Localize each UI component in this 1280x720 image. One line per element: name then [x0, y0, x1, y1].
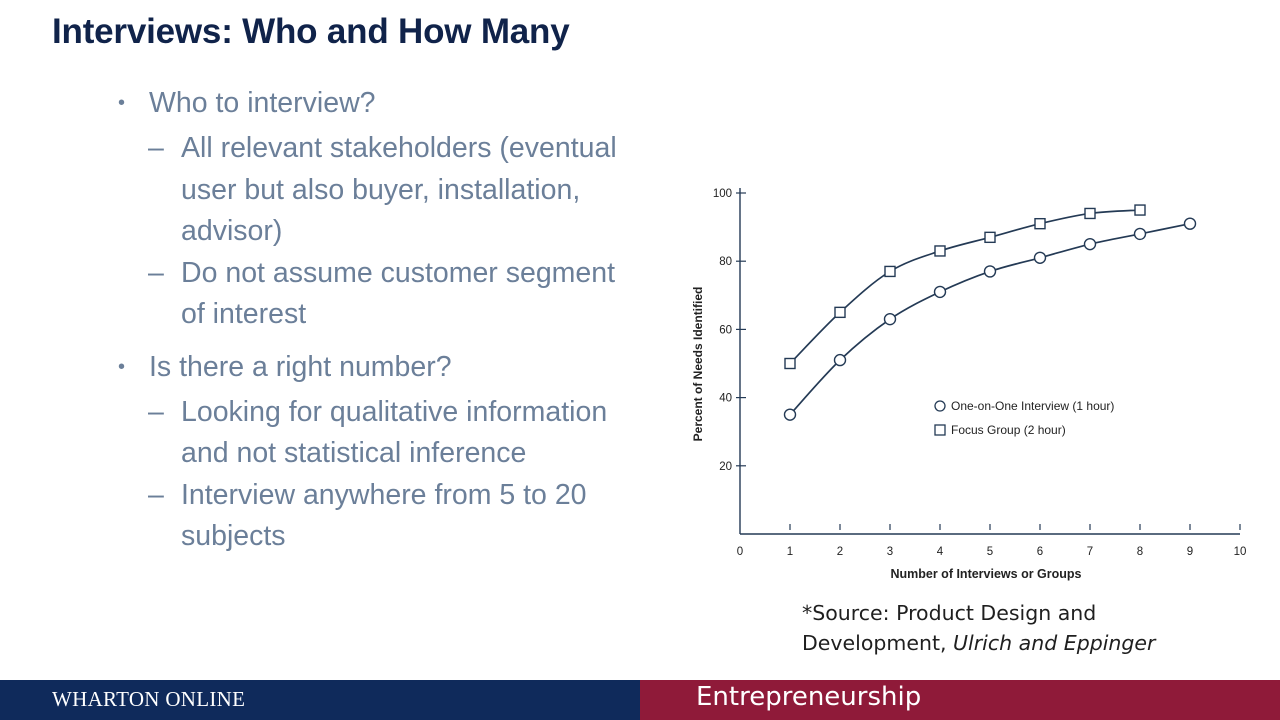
- sub-bullet-stakeholders: – All relevant stakeholders (eventual us…: [118, 128, 678, 253]
- bullet-dot-icon: •: [118, 92, 126, 114]
- x-tick-label: 8: [1137, 546, 1143, 558]
- source-line-1: *Source: Product Design and: [802, 601, 1097, 625]
- bullet-list: • Who to interview? – All relevant stake…: [118, 84, 678, 558]
- y-tick-label: 60: [719, 324, 732, 336]
- footer-brand: WHARTON ONLINE: [52, 687, 246, 711]
- legend-square-icon: [934, 424, 946, 436]
- sub-bullet-line: and not statistical inference: [181, 437, 527, 469]
- y-tick-label: 80: [719, 256, 732, 268]
- bullet-text: Is there a right number?: [149, 350, 452, 383]
- x-tick-label: 5: [987, 546, 993, 558]
- x-tick-label: 7: [1087, 546, 1093, 558]
- sub-bullet-segment: – Do not assume customer segment of inte…: [118, 253, 678, 336]
- bullet-who-to-interview: • Who to interview?: [118, 84, 678, 122]
- sub-bullet-line: user but also buyer, installation,: [181, 173, 581, 206]
- footer-brand-bar: WHARTON ONLINE: [0, 680, 640, 720]
- chart-ticks: 20 40 60 80 100 0 1 2 3 4 5 6 7 8 9 10: [713, 188, 1247, 558]
- circle-marker: [1083, 237, 1097, 251]
- x-tick-label: 4: [937, 546, 944, 558]
- legend-label: One-on-One Interview (1 hour): [951, 399, 1114, 413]
- square-marker: [784, 357, 796, 370]
- footer-course: Entrepreneurship: [696, 682, 922, 712]
- circle-marker: [883, 312, 897, 326]
- dash-icon: –: [148, 256, 164, 289]
- y-tick-label: 100: [713, 188, 732, 200]
- circle-marker: [783, 408, 797, 421]
- circle-marker: [1183, 217, 1197, 230]
- source-citation: *Source: Product Design and Development,…: [802, 598, 1155, 658]
- dash-icon: –: [148, 395, 164, 428]
- chart-series: [783, 204, 1197, 421]
- bullet-text: Who to interview?: [149, 87, 376, 119]
- chart-axes: [739, 188, 1240, 535]
- y-tick-label: 20: [719, 461, 732, 473]
- sub-bullet-line: of interest: [181, 298, 307, 330]
- series-line-0: [789, 222, 1191, 416]
- circle-marker: [1133, 227, 1147, 241]
- x-tick-label: 6: [1037, 546, 1043, 558]
- square-marker: [934, 245, 946, 257]
- dash-icon: –: [148, 132, 164, 164]
- sub-bullet-line: Looking for qualitative information: [181, 395, 608, 428]
- circle-marker: [933, 285, 947, 299]
- legend-label: Focus Group (2 hour): [951, 423, 1066, 437]
- circle-marker: [833, 353, 847, 367]
- dash-icon: –: [148, 478, 164, 511]
- slide-title: Interviews: Who and How Many: [52, 12, 570, 51]
- sub-bullet-line: Interview anywhere from 5 to 20: [181, 478, 587, 511]
- sub-bullet-line: Do not assume customer segment: [181, 256, 616, 289]
- legend-circle-icon: [934, 400, 946, 412]
- circle-marker: [1033, 251, 1047, 264]
- y-axis-label: Percent of Needs Identified: [691, 287, 705, 442]
- x-tick-label: 10: [1234, 546, 1247, 558]
- x-tick-label: 9: [1187, 546, 1193, 558]
- x-tick-label: 1: [787, 546, 793, 558]
- x-axis-label: Number of Interviews or Groups: [890, 567, 1081, 581]
- sub-bullet-line: subjects: [181, 520, 286, 552]
- source-line-2: Development, Ulrich and Eppinger: [802, 628, 1155, 658]
- bullet-dot-icon: •: [118, 355, 126, 378]
- x-tick-label: 2: [837, 546, 843, 558]
- footer-course-bar: Entrepreneurship: [640, 680, 1280, 720]
- bullet-right-number: • Is there a right number?: [118, 348, 678, 386]
- square-marker: [1134, 204, 1146, 216]
- square-marker: [834, 306, 846, 319]
- source-authors: Ulrich and Eppinger: [953, 631, 1156, 655]
- square-marker: [884, 265, 896, 278]
- circle-marker: [983, 265, 997, 278]
- sub-bullet-interview-count: – Interview anywhere from 5 to 20 subjec…: [118, 475, 678, 558]
- needs-identified-chart: 20 40 60 80 100 0 1 2 3 4 5 6 7 8 9 10 Number of Interv…: [691, 188, 1247, 581]
- y-tick-label: 40: [719, 393, 732, 405]
- square-marker: [1034, 217, 1046, 230]
- source-prefix: Development,: [802, 631, 954, 655]
- series-line-1: [789, 209, 1141, 365]
- x-tick-label: 0: [737, 546, 743, 558]
- square-marker: [1084, 207, 1096, 220]
- chart-legend: One-on-One Interview (1 hour) Focus Group…: [934, 399, 1114, 437]
- x-tick-label: 3: [887, 546, 893, 558]
- sub-bullet-qualitative: – Looking for qualitative information an…: [118, 392, 678, 475]
- square-marker: [984, 231, 996, 244]
- sub-bullet-line: advisor): [181, 215, 283, 247]
- sub-bullet-line: All relevant stakeholders (eventual: [181, 132, 617, 164]
